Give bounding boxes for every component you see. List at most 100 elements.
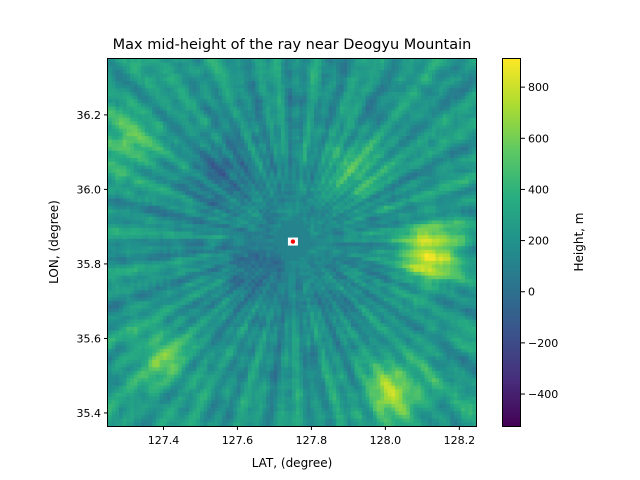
heatmap-cell xyxy=(380,165,385,170)
heatmap-cell xyxy=(317,114,322,119)
heatmap-cell xyxy=(141,191,146,196)
heatmap-cell xyxy=(240,114,245,119)
heatmap-cell xyxy=(350,183,356,188)
heatmap-cell xyxy=(442,106,448,111)
heatmap-cell xyxy=(461,132,466,137)
heatmap-cell xyxy=(225,117,230,122)
heatmap-cell xyxy=(354,213,359,218)
heatmap-cell xyxy=(387,147,392,152)
heatmap-cell xyxy=(288,136,293,141)
heatmap-cell xyxy=(137,172,142,177)
heatmap-cell xyxy=(262,238,267,243)
heatmap-cell xyxy=(130,59,135,64)
heatmap-cell xyxy=(130,84,135,89)
heatmap-cell xyxy=(148,117,153,122)
heatmap-cell xyxy=(428,194,433,199)
heatmap-cell xyxy=(141,238,146,243)
heatmap-cell xyxy=(365,180,370,185)
heatmap-cell xyxy=(233,187,238,192)
heatmap-cell xyxy=(211,70,216,75)
heatmap-cell xyxy=(398,224,403,229)
heatmap-cell xyxy=(317,209,322,214)
heatmap-cell xyxy=(347,227,352,232)
heatmap-cell xyxy=(472,128,477,133)
heatmap-cell xyxy=(152,103,157,108)
heatmap-cell xyxy=(424,165,429,170)
heatmap-cell xyxy=(402,84,407,89)
heatmap-cell xyxy=(207,150,212,155)
heatmap-cell xyxy=(174,172,179,177)
heatmap-cell xyxy=(266,62,271,67)
heatmap-cell xyxy=(468,103,473,108)
heatmap-cell xyxy=(292,198,297,203)
heatmap-cell xyxy=(453,106,459,111)
heatmap-cell xyxy=(251,191,256,196)
heatmap-cell xyxy=(457,209,462,214)
heatmap-cell xyxy=(225,220,230,225)
heatmap-cell xyxy=(372,84,378,89)
heatmap-cell xyxy=(450,180,455,185)
heatmap-cell xyxy=(310,169,315,174)
heatmap-cell xyxy=(181,161,186,166)
heatmap-cell xyxy=(170,154,175,159)
heatmap-cell xyxy=(222,235,227,240)
heatmap-cell xyxy=(303,176,308,181)
heatmap-cell xyxy=(376,88,381,93)
heatmap-cell xyxy=(251,88,256,93)
heatmap-cell xyxy=(122,158,127,163)
heatmap-cell xyxy=(295,176,300,181)
heatmap-cell xyxy=(468,227,473,232)
heatmap-cell xyxy=(428,99,433,104)
heatmap-cell xyxy=(133,220,138,225)
heatmap-cell xyxy=(222,95,227,100)
heatmap-cell xyxy=(464,191,470,196)
heatmap-cell xyxy=(398,92,403,97)
heatmap-cell xyxy=(222,231,227,236)
heatmap-cell xyxy=(369,154,374,159)
heatmap-cell xyxy=(365,88,370,93)
heatmap-cell xyxy=(115,238,120,243)
heatmap-cell xyxy=(365,205,370,210)
heatmap-cell xyxy=(328,117,333,122)
heatmap-cell xyxy=(266,161,271,166)
heatmap-cell xyxy=(325,73,330,78)
heatmap-cell xyxy=(277,220,282,225)
heatmap-cell xyxy=(391,183,396,188)
heatmap-cell xyxy=(222,70,227,75)
heatmap-cell xyxy=(225,231,230,236)
heatmap-cell xyxy=(236,194,241,199)
heatmap-cell xyxy=(258,59,264,64)
heatmap-cell xyxy=(328,202,333,207)
heatmap-cell xyxy=(380,209,385,214)
heatmap-cell xyxy=(122,209,127,214)
heatmap-cell xyxy=(406,106,411,111)
heatmap-cell xyxy=(336,209,341,214)
heatmap-cell xyxy=(439,95,444,100)
heatmap-cell xyxy=(108,103,113,108)
heatmap-cell xyxy=(185,194,190,199)
heatmap-cell xyxy=(188,191,194,196)
heatmap-cell xyxy=(402,136,407,141)
heatmap-cell xyxy=(453,117,459,122)
heatmap-cell xyxy=(137,161,142,166)
heatmap-cell xyxy=(424,198,429,203)
heatmap-cell xyxy=(398,180,403,185)
heatmap-cell xyxy=(225,95,230,100)
heatmap-cell xyxy=(361,180,367,185)
heatmap-cell xyxy=(163,73,168,78)
heatmap-cell xyxy=(299,213,304,218)
heatmap-cell xyxy=(464,202,470,207)
heatmap-cell xyxy=(472,106,477,111)
heatmap-cell xyxy=(229,220,234,225)
heatmap-cell xyxy=(207,165,212,170)
heatmap-cell xyxy=(240,84,245,89)
heatmap-cell xyxy=(284,59,289,64)
heatmap-cell xyxy=(211,66,216,71)
heatmap-cell xyxy=(446,99,451,104)
heatmap-cell xyxy=(391,136,396,141)
heatmap-cell xyxy=(314,59,319,64)
heatmap-cell xyxy=(365,224,370,229)
heatmap-cell xyxy=(122,180,127,185)
heatmap-cell xyxy=(295,128,300,133)
heatmap-cell xyxy=(442,147,448,152)
